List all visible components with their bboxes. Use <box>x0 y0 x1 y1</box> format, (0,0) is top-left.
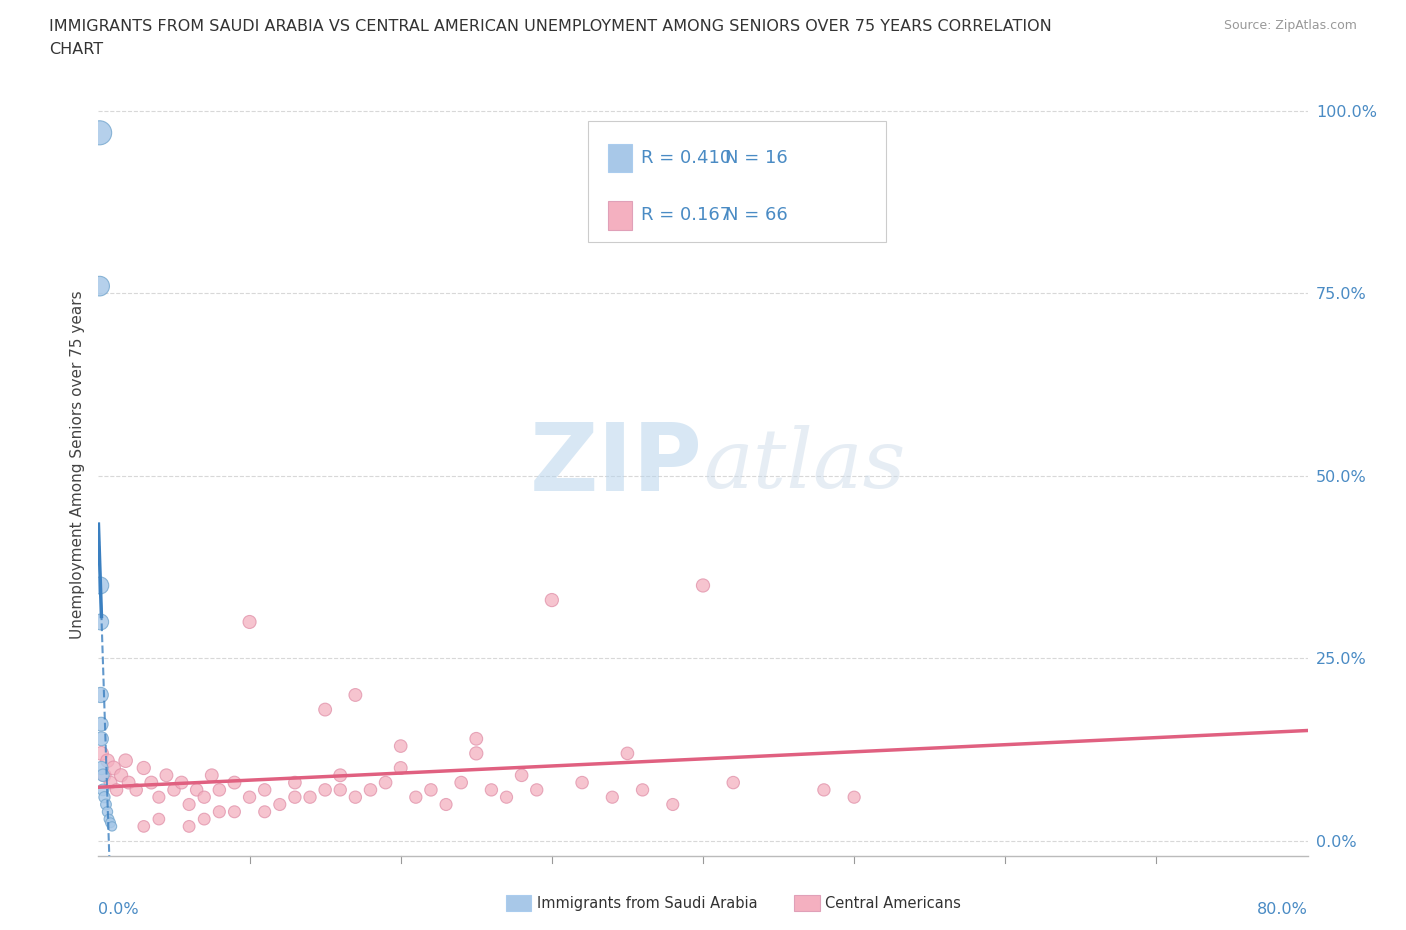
Point <box>344 687 367 702</box>
Text: N = 16: N = 16 <box>725 149 787 167</box>
Point <box>284 775 307 790</box>
Point <box>314 782 336 797</box>
Point <box>96 753 118 768</box>
Point <box>89 126 111 140</box>
Point <box>510 768 533 783</box>
Point <box>224 775 246 790</box>
Text: Source: ZipAtlas.com: Source: ZipAtlas.com <box>1223 19 1357 32</box>
Point <box>602 790 624 804</box>
Point <box>155 768 177 783</box>
Point <box>132 819 155 834</box>
Point <box>90 687 112 702</box>
Point <box>540 592 562 607</box>
Point <box>148 790 170 804</box>
Point <box>90 731 112 746</box>
Point <box>631 782 654 797</box>
Point <box>193 790 215 804</box>
Point <box>96 804 118 819</box>
Point <box>90 615 112 630</box>
Text: Immigrants from Saudi Arabia: Immigrants from Saudi Arabia <box>537 896 758 910</box>
Point <box>170 775 193 790</box>
Text: IMMIGRANTS FROM SAUDI ARABIA VS CENTRAL AMERICAN UNEMPLOYMENT AMONG SENIORS OVER: IMMIGRANTS FROM SAUDI ARABIA VS CENTRAL … <box>49 19 1052 33</box>
Point <box>100 816 122 830</box>
Point <box>105 782 128 797</box>
Point <box>495 790 517 804</box>
Point <box>179 797 201 812</box>
Point <box>389 761 412 776</box>
Text: CHART: CHART <box>49 42 103 57</box>
Point <box>193 812 215 827</box>
Point <box>90 746 112 761</box>
Point <box>224 804 246 819</box>
Point <box>405 790 427 804</box>
Point <box>208 804 231 819</box>
Point <box>344 790 367 804</box>
Point <box>125 782 148 797</box>
Text: N = 66: N = 66 <box>725 206 787 224</box>
Point <box>141 775 163 790</box>
Point <box>103 761 125 776</box>
Point <box>526 782 548 797</box>
Point <box>284 790 307 804</box>
Point <box>571 775 593 790</box>
Point <box>94 797 117 812</box>
Point <box>89 279 111 294</box>
Point <box>118 775 141 790</box>
Point <box>844 790 866 804</box>
Point <box>179 819 201 834</box>
Point <box>692 578 714 593</box>
Point <box>374 775 396 790</box>
Point <box>616 746 638 761</box>
Point <box>481 782 503 797</box>
Point <box>239 790 262 804</box>
Point <box>91 768 114 783</box>
Point <box>101 819 124 834</box>
Point <box>253 782 276 797</box>
Point <box>114 753 136 768</box>
Point <box>299 790 322 804</box>
Point <box>253 804 276 819</box>
Text: Central Americans: Central Americans <box>825 896 962 910</box>
Point <box>93 768 115 783</box>
Text: atlas: atlas <box>703 425 905 505</box>
Point <box>314 702 336 717</box>
Text: 80.0%: 80.0% <box>1257 902 1308 918</box>
Point <box>329 782 352 797</box>
Point <box>360 782 382 797</box>
Point <box>100 775 122 790</box>
Point <box>98 812 121 827</box>
Point <box>465 746 488 761</box>
Point <box>90 717 112 732</box>
Point <box>661 797 683 812</box>
Text: ZIP: ZIP <box>530 419 703 511</box>
Point <box>465 731 488 746</box>
Point <box>813 782 835 797</box>
Point <box>89 578 111 593</box>
Point <box>329 768 352 783</box>
Point <box>110 768 132 783</box>
Point <box>201 768 224 783</box>
Point <box>148 812 170 827</box>
Text: R = 0.167: R = 0.167 <box>641 206 731 224</box>
Point <box>239 615 262 630</box>
Point <box>208 782 231 797</box>
Point <box>434 797 457 812</box>
Point <box>132 761 155 776</box>
Point <box>186 782 208 797</box>
Text: R = 0.410: R = 0.410 <box>641 149 731 167</box>
Point <box>420 782 443 797</box>
Point <box>450 775 472 790</box>
Point <box>90 761 112 776</box>
Point <box>389 738 412 753</box>
Point <box>91 782 114 797</box>
Point <box>163 782 186 797</box>
Point <box>93 790 115 804</box>
Point <box>269 797 291 812</box>
Text: 0.0%: 0.0% <box>98 902 139 918</box>
Point <box>723 775 745 790</box>
Y-axis label: Unemployment Among Seniors over 75 years: Unemployment Among Seniors over 75 years <box>69 291 84 639</box>
